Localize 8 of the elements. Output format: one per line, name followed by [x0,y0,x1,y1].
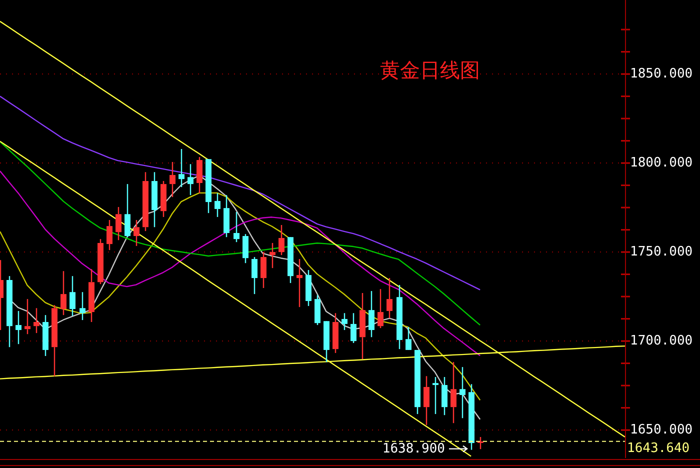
y-tick-label: 1700.000 [630,334,693,349]
ref-line-label: 1643.640 [627,441,690,456]
y-tick-label: 1650.000 [630,422,693,438]
y-tick-label: 1800.000 [630,156,693,171]
text: 黄金日线图 [380,58,480,82]
annotation: 1638.900 [382,441,446,456]
y-tick-label: 1850.000 [630,66,693,82]
y-tick-label: 1750.000 [630,244,693,260]
